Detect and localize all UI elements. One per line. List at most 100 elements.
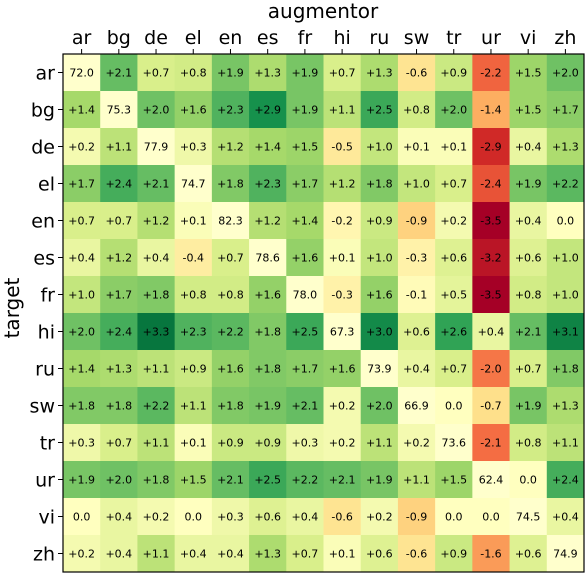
cell-value-label: +0.8 — [180, 67, 207, 80]
cell-value-label: +0.9 — [366, 215, 393, 228]
cell-value-label: 0.0 — [185, 511, 203, 524]
heatmap-cell — [100, 387, 138, 425]
cell-value-label: -2.9 — [480, 141, 501, 154]
cell-value-label: +0.9 — [440, 67, 467, 80]
cell-value-label: -0.2 — [331, 215, 352, 228]
heatmap-cell — [286, 128, 324, 166]
cell-value-label: +0.2 — [329, 437, 356, 450]
heatmap-cell — [472, 535, 511, 573]
heatmap-cell — [360, 202, 399, 240]
heatmap-cell — [137, 202, 176, 240]
cell-value-label: +0.8 — [515, 289, 542, 302]
heatmap-cell — [100, 498, 138, 536]
y-tick-label: ur — [35, 470, 55, 492]
cell-value-label: +2.4 — [105, 178, 132, 191]
cell-value-label: +0.3 — [217, 511, 244, 524]
heatmap-cell — [509, 313, 548, 351]
cell-value-label: 0.0 — [445, 511, 463, 524]
cell-value-label: +0.2 — [403, 437, 430, 450]
cell-value-label: +1.3 — [254, 548, 281, 561]
cell-value-label: -0.9 — [406, 215, 427, 228]
cell-value-label: +2.6 — [440, 326, 467, 339]
cell-value-label: +0.8 — [180, 289, 207, 302]
heatmap-cell — [397, 313, 436, 351]
cell-value-label: +0.7 — [68, 215, 95, 228]
cell-value-label: 0.0 — [557, 215, 575, 228]
heatmap-cell — [137, 54, 176, 92]
heatmap-cell — [137, 128, 176, 166]
heatmap-cell — [546, 535, 585, 573]
cell-value-label: +1.2 — [143, 215, 170, 228]
cell-value-label: +0.9 — [180, 363, 207, 376]
x-tick-label: hi — [333, 27, 350, 49]
cell-value-label: +1.5 — [180, 474, 207, 487]
cell-value-label: +0.1 — [329, 252, 356, 265]
heatmap-cell — [472, 313, 511, 351]
x-tick-label: zh — [554, 27, 576, 49]
cell-value-label: +1.3 — [366, 67, 393, 80]
y-tick-label: en — [31, 211, 55, 233]
heatmap-cell — [323, 276, 362, 314]
heatmap-cell — [397, 535, 436, 573]
cell-value-label: +0.7 — [105, 215, 132, 228]
heatmap-cell — [249, 498, 287, 536]
cell-value-label: +0.6 — [403, 326, 430, 339]
cell-value-label: +2.0 — [366, 400, 393, 413]
heatmap-cell — [63, 239, 101, 277]
cell-value-label: +1.7 — [292, 178, 319, 191]
heatmap-cell — [323, 350, 362, 388]
cell-value-label: +2.5 — [254, 474, 281, 487]
plot-frame — [62, 53, 585, 573]
heatmap-cell — [174, 165, 213, 203]
cell-value-label: +2.0 — [143, 104, 170, 117]
heatmap-cell — [286, 498, 324, 536]
cell-value-label: +0.4 — [105, 548, 132, 561]
cell-value-label: +1.9 — [68, 474, 95, 487]
heatmap-cell — [211, 165, 250, 203]
cell-value-label: +3.0 — [366, 326, 393, 339]
y-tick-label: bg — [31, 100, 55, 122]
cell-value-label: +0.7 — [440, 363, 467, 376]
cell-value-label: +2.2 — [217, 326, 244, 339]
cell-value-label: +0.7 — [292, 548, 319, 561]
cell-value-label: +3.3 — [143, 326, 170, 339]
cell-value-label: 74.5 — [516, 511, 541, 524]
y-tick-label: vi — [38, 507, 55, 529]
heatmap-cell — [286, 350, 324, 388]
heatmap-cell — [546, 276, 585, 314]
cell-value-label: +2.5 — [366, 104, 393, 117]
heatmap-cell — [360, 461, 399, 499]
heatmap-cell — [137, 387, 176, 425]
heatmap-cell — [472, 128, 511, 166]
cell-value-label: +1.9 — [292, 67, 319, 80]
cell-value-label: +1.5 — [515, 104, 542, 117]
heatmap-cell — [509, 424, 548, 462]
cell-value-label: +1.7 — [105, 289, 132, 302]
cell-value-label: +2.4 — [105, 326, 132, 339]
heatmap-cell — [472, 350, 511, 388]
heatmap-cell — [360, 239, 399, 277]
cell-value-label: +1.0 — [552, 252, 579, 265]
heatmap-cell — [360, 498, 399, 536]
heatmap-cell — [546, 91, 585, 129]
heatmap-cell — [360, 313, 399, 351]
heatmap-cell — [323, 498, 362, 536]
cell-value-label: 0.0 — [519, 474, 537, 487]
cell-value-label: +2.1 — [143, 178, 170, 191]
heatmap-cell — [546, 128, 585, 166]
cell-value-labels: 72.0 +2.1 +0.7 +0.8 +1.9 +1.3 +1.9 +0.7 +1.3 -0.6… — [68, 67, 579, 561]
cell-value-label: 75.3 — [107, 104, 132, 117]
x-tick-label: fr — [298, 27, 313, 49]
heatmap-cell — [211, 128, 250, 166]
heatmap-cell — [546, 461, 585, 499]
cell-value-label: +0.6 — [515, 548, 542, 561]
heatmap-cell — [137, 350, 176, 388]
heatmap-cell — [63, 128, 101, 166]
y-tick-label: ru — [35, 359, 55, 381]
heatmap-cell — [323, 202, 362, 240]
heatmap-cell — [137, 313, 176, 351]
cell-value-label: +2.1 — [329, 474, 356, 487]
x-tick-label: es — [257, 27, 279, 49]
cell-value-label: +1.0 — [366, 252, 393, 265]
cell-value-label: +1.8 — [254, 363, 281, 376]
